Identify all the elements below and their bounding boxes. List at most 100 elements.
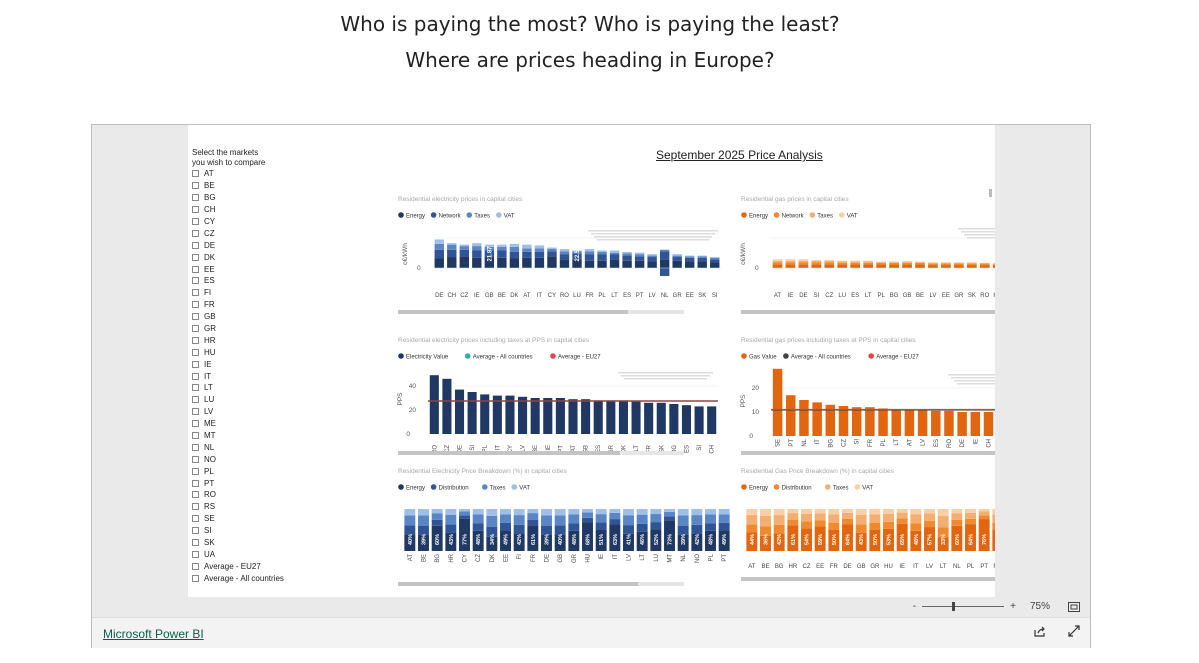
slicer-item[interactable]: RS — [192, 501, 284, 513]
slicer-checkbox[interactable] — [192, 336, 199, 344]
slicer-checkbox[interactable] — [192, 432, 199, 440]
fullscreen-icon[interactable] — [1068, 625, 1080, 640]
x-tick-label: HU — [586, 554, 592, 563]
slicer-item[interactable]: FI — [192, 287, 284, 299]
slicer-checkbox[interactable] — [192, 253, 199, 261]
slicer-checkbox[interactable] — [192, 301, 199, 309]
slicer-checkbox[interactable] — [192, 218, 199, 225]
slicer-item[interactable]: ES — [192, 275, 284, 287]
slicer-checkbox[interactable] — [192, 539, 199, 547]
slicer-checkbox[interactable] — [192, 348, 199, 356]
x-tick-label: IE — [599, 554, 605, 560]
slicer-item[interactable]: HU — [192, 346, 284, 358]
slicer-item[interactable]: HR — [192, 334, 284, 346]
slicer-checkbox[interactable] — [192, 562, 199, 570]
slicer-item[interactable]: Average - EU27 — [192, 560, 284, 572]
fit-to-page-icon[interactable] — [1068, 601, 1080, 612]
slicer-item[interactable]: DK — [192, 251, 284, 263]
x-tick-label: LT — [640, 554, 646, 561]
slicer-item[interactable]: SK — [192, 537, 284, 549]
slicer-checkbox[interactable] — [192, 170, 199, 178]
slicer-item[interactable]: IE — [192, 358, 284, 370]
slicer-item[interactable]: ME — [192, 418, 284, 430]
slicer-item[interactable]: GB — [192, 311, 284, 323]
slicer-item[interactable]: LT — [192, 382, 284, 394]
slicer-item[interactable]: CY — [192, 216, 284, 228]
bar-segment — [869, 514, 881, 523]
slicer-item[interactable]: CH — [192, 204, 284, 216]
slicer-item[interactable]: SE — [192, 513, 284, 525]
slicer-item[interactable]: NL — [192, 441, 284, 453]
slicer-checkbox[interactable] — [192, 455, 199, 463]
bar-segment — [772, 260, 783, 263]
slicer-item[interactable]: LU — [192, 394, 284, 406]
slicer-checkbox[interactable] — [192, 229, 199, 237]
slicer-item[interactable]: EE — [192, 263, 284, 275]
zoom-out-button[interactable]: - — [912, 601, 917, 612]
slicer-checkbox[interactable] — [192, 206, 199, 214]
slicer-item[interactable]: Average - All countries — [192, 572, 284, 584]
slicer-checkbox[interactable] — [192, 277, 199, 285]
bar-segment — [842, 512, 853, 519]
bar-segment — [659, 249, 670, 252]
slicer-item[interactable]: PT — [192, 477, 284, 489]
bar-segment — [951, 513, 963, 520]
slicer-checkbox[interactable] — [192, 515, 199, 523]
x-tick-label: SI — [855, 439, 861, 445]
slicer-checkbox[interactable] — [192, 241, 199, 249]
x-tick-label: GB — [558, 554, 564, 563]
zoom-in-button[interactable]: + — [1010, 601, 1016, 612]
slicer-item[interactable]: AT — [192, 168, 284, 180]
slicer-checkbox[interactable] — [192, 372, 199, 380]
share-icon[interactable] — [1033, 625, 1046, 641]
slicer-item[interactable]: UA — [192, 549, 284, 561]
slicer-item[interactable]: BG — [192, 192, 284, 204]
canvas-scrollbar[interactable] — [989, 189, 992, 197]
slicer-checkbox[interactable] — [192, 503, 199, 511]
zoom-slider[interactable] — [922, 602, 1005, 611]
slicer-checkbox[interactable] — [192, 527, 199, 535]
bar — [865, 407, 875, 436]
bar — [917, 409, 928, 436]
slicer-checkbox[interactable] — [192, 443, 199, 451]
slicer-checkbox[interactable] — [192, 408, 199, 416]
x-tick-label: CY — [463, 554, 469, 562]
slicer-item[interactable]: FR — [192, 299, 284, 311]
slicer-checkbox[interactable] — [192, 550, 199, 558]
slicer-item[interactable]: LV — [192, 406, 284, 418]
zoom-slider-thumb[interactable] — [952, 602, 956, 611]
slicer-item[interactable]: IT — [192, 370, 284, 382]
bar-segment — [597, 260, 607, 268]
slicer-item[interactable]: DE — [192, 239, 284, 251]
slicer-item[interactable]: SI — [192, 525, 284, 537]
slicer-checkbox[interactable] — [192, 420, 199, 428]
powerbi-link[interactable]: Microsoft Power BI — [103, 627, 204, 641]
slicer-checkbox[interactable] — [192, 479, 199, 487]
bar-segment — [842, 524, 853, 551]
slicer-item[interactable]: BE — [192, 180, 284, 192]
legend-marker — [854, 484, 861, 490]
slicer-checkbox[interactable] — [192, 574, 199, 582]
slicer-checkbox[interactable] — [192, 289, 199, 297]
legend-marker — [741, 484, 747, 490]
slicer-checkbox[interactable] — [192, 182, 199, 190]
slicer-checkbox[interactable] — [192, 384, 199, 392]
slicer-item[interactable]: GR — [192, 323, 284, 335]
slicer-checkbox[interactable] — [192, 194, 199, 202]
slicer-checkbox[interactable] — [192, 325, 199, 333]
bar-segment — [787, 525, 799, 551]
slicer-item[interactable]: CZ — [192, 227, 284, 239]
slicer-checkbox[interactable] — [192, 396, 199, 404]
slicer-checkbox[interactable] — [192, 467, 199, 475]
slicer-checkbox[interactable] — [192, 360, 199, 368]
slicer-item[interactable]: PL — [192, 465, 284, 477]
slicer-checkbox[interactable] — [192, 265, 199, 273]
slicer-checkbox[interactable] — [192, 491, 199, 499]
slicer-item[interactable]: RO — [192, 489, 284, 501]
slicer-item[interactable]: MT — [192, 430, 284, 442]
bar-segment — [710, 257, 720, 260]
bar-segment — [915, 262, 925, 265]
slicer-checkbox[interactable] — [192, 313, 199, 321]
bar-segment — [850, 264, 861, 268]
slicer-item[interactable]: NO — [192, 453, 284, 465]
